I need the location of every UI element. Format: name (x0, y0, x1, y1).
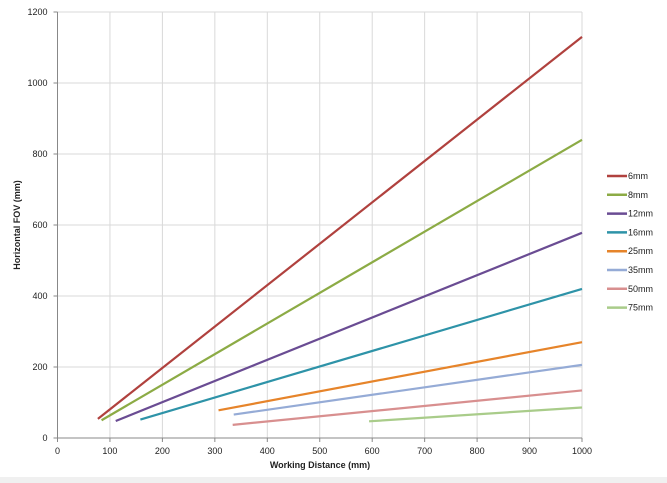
legend-label-8mm: 8mm (628, 190, 648, 200)
y-tick-label: 600 (32, 220, 47, 230)
legend-label-12mm: 12mm (628, 209, 653, 219)
x-tick-label: 600 (365, 446, 380, 456)
y-tick-label: 0 (42, 433, 47, 443)
legend-label-75mm: 75mm (628, 303, 653, 313)
series-line-50mm (232, 389, 583, 426)
y-tick-label: 400 (32, 291, 47, 301)
y-tick-label: 200 (32, 362, 47, 372)
series-line-25mm (218, 341, 583, 412)
series-line-35mm (233, 363, 583, 416)
legend-label-16mm: 16mm (628, 227, 653, 237)
x-tick-label: 100 (102, 446, 117, 456)
footer-strip (0, 477, 667, 483)
y-axis-label: Horizontal FOV (mm) (12, 180, 22, 270)
legend-label-35mm: 35mm (628, 265, 653, 275)
x-tick-label: 900 (522, 446, 537, 456)
x-tick-label: 0 (55, 446, 60, 456)
series-line-8mm (101, 138, 583, 422)
x-axis-label: Working Distance (mm) (270, 460, 370, 470)
x-tick-label: 500 (312, 446, 327, 456)
legend-label-50mm: 50mm (628, 284, 653, 294)
series-line-6mm (97, 35, 583, 420)
y-tick-label: 1000 (27, 78, 47, 88)
y-tick-label: 1200 (27, 7, 47, 17)
x-tick-label: 300 (207, 446, 222, 456)
series-line-16mm (140, 287, 583, 421)
y-tick-label: 800 (32, 149, 47, 159)
legend-label-6mm: 6mm (628, 171, 648, 181)
legend-label-25mm: 25mm (628, 246, 653, 256)
series-line-12mm (115, 231, 583, 422)
x-tick-label: 1000 (572, 446, 592, 456)
x-tick-label: 200 (155, 446, 170, 456)
series-line-75mm (368, 406, 583, 423)
x-tick-label: 700 (417, 446, 432, 456)
x-tick-label: 400 (260, 446, 275, 456)
x-tick-label: 800 (470, 446, 485, 456)
